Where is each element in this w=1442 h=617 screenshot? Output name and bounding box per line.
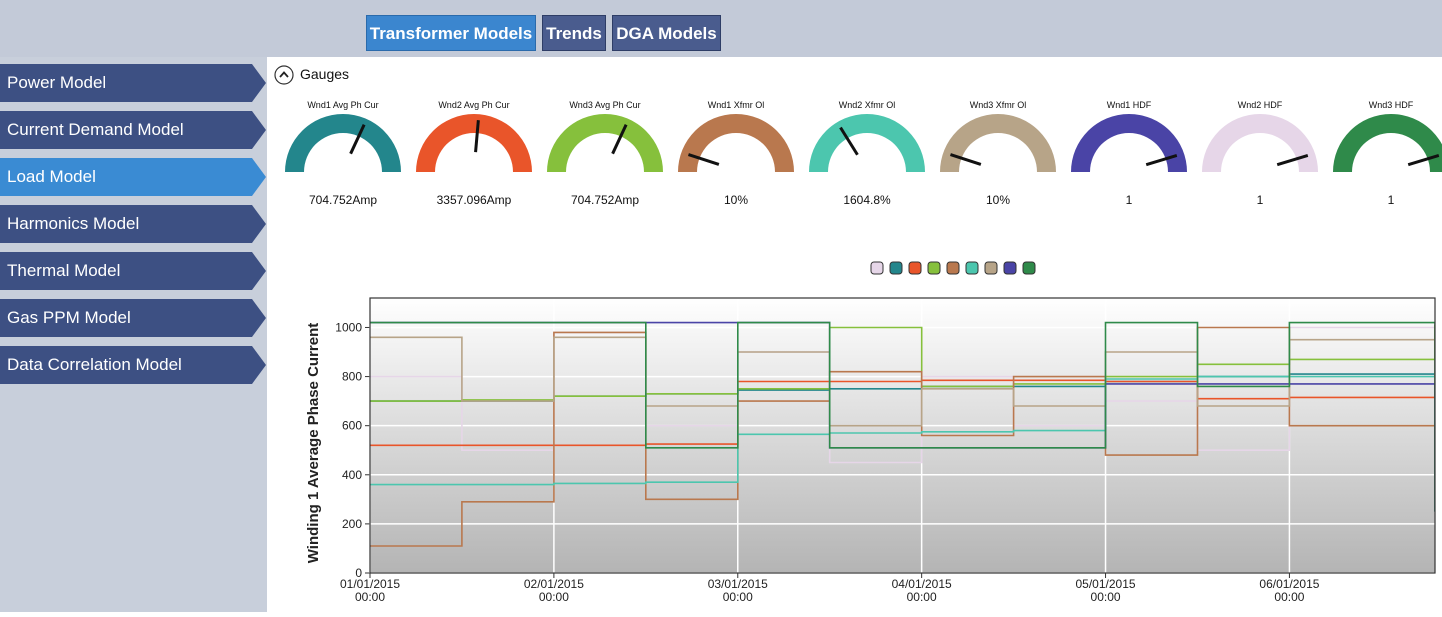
gauge-arc bbox=[1071, 114, 1187, 172]
button-chevron bbox=[279, 71, 289, 78]
legend-swatch bbox=[984, 261, 998, 275]
data-line bbox=[370, 336, 1435, 427]
main-panel: Gauges Winding 1 Average Phase Current W… bbox=[268, 57, 1442, 617]
gauge-arc bbox=[809, 114, 925, 172]
gauge-arc bbox=[678, 114, 794, 172]
gauge-label: Wnd2 HDF bbox=[1238, 100, 1283, 110]
plot-background bbox=[370, 298, 1435, 573]
nav-item[interactable]: Data Correlation Model bbox=[0, 346, 266, 384]
x-tick-label: 03/01/2015 00:00 bbox=[707, 577, 768, 604]
x-tick-label: 04/01/2015 00:00 bbox=[891, 577, 952, 604]
nav-item[interactable]: Power Model bbox=[0, 64, 266, 102]
top-bar: Transformer Models Trends DGA Models bbox=[0, 0, 1442, 57]
legend-swatch bbox=[1003, 261, 1017, 275]
gauge-needle bbox=[839, 126, 859, 156]
y-tick-label: 600 bbox=[342, 419, 362, 433]
nav-item[interactable]: Thermal Model bbox=[0, 252, 266, 290]
nav-item[interactable]: Gas PPM Model bbox=[0, 299, 266, 337]
gauge-reading: 1 bbox=[1388, 193, 1395, 207]
gauge-needle bbox=[687, 153, 720, 166]
gauge-arc bbox=[416, 114, 532, 172]
button-circle bbox=[274, 65, 294, 85]
legend-swatch bbox=[870, 261, 884, 275]
panel-canvas: Gauges Winding 1 Average Phase Current W… bbox=[274, 65, 1442, 580]
gauge-arc bbox=[1333, 114, 1442, 172]
sidebar: Power Model Current Demand Model Load Mo… bbox=[0, 57, 267, 612]
legend-swatch bbox=[965, 261, 979, 275]
tab[interactable]: DGA Models bbox=[612, 15, 721, 51]
gauge-needle bbox=[611, 124, 628, 155]
gauge-needle bbox=[1145, 153, 1178, 167]
nav-item[interactable]: Load Model bbox=[0, 158, 266, 196]
section-title: Gauges bbox=[300, 66, 349, 82]
gauge-arc bbox=[940, 114, 1056, 172]
gauge-label: Wnd3 HDF bbox=[1369, 100, 1414, 110]
plot-frame bbox=[369, 297, 1436, 574]
gauge-arc bbox=[547, 114, 663, 172]
nav-item[interactable]: Harmonics Model bbox=[0, 205, 266, 243]
gauge-reading: 704.752Amp bbox=[309, 193, 377, 207]
y-tick-label: 1000 bbox=[335, 320, 362, 334]
gauge-needle bbox=[1407, 153, 1440, 167]
gauge-reading: 3357.096Amp bbox=[437, 193, 512, 207]
gauge-reading: 1 bbox=[1257, 193, 1264, 207]
y-tick-label: 800 bbox=[342, 370, 362, 384]
legend-swatch bbox=[927, 261, 941, 275]
y-tick-label: 0 bbox=[355, 566, 362, 580]
gauge-label: Wnd2 Avg Ph Cur bbox=[438, 100, 509, 110]
gauge-arc bbox=[285, 114, 401, 172]
gauge-needle bbox=[474, 120, 480, 153]
gauge-needle bbox=[949, 153, 982, 166]
legend-swatch bbox=[908, 261, 922, 275]
gauge-reading: 10% bbox=[986, 193, 1010, 207]
series-group bbox=[370, 321, 1435, 547]
x-tick-label: 05/01/2015 00:00 bbox=[1075, 577, 1136, 604]
x-tick-label: 06/01/2015 00:00 bbox=[1259, 577, 1320, 604]
gauge-label: Wnd1 Avg Ph Cur bbox=[307, 100, 378, 110]
gauge-label: Wnd1 HDF bbox=[1107, 100, 1152, 110]
collapse-button[interactable] bbox=[274, 65, 294, 85]
gauge-reading: 1604.8% bbox=[843, 193, 891, 207]
gauge-label: Wnd1 Xfmr Ol bbox=[708, 100, 765, 110]
legend-swatch bbox=[889, 261, 903, 275]
tab[interactable]: Transformer Models bbox=[366, 15, 536, 51]
y-axis-label: Winding 1 Average Phase Current bbox=[305, 323, 322, 563]
gauge-needle bbox=[1276, 153, 1309, 167]
gauge-label: Wnd3 Avg Ph Cur bbox=[569, 100, 640, 110]
y-tick-label: 400 bbox=[342, 468, 362, 482]
gauge-needle bbox=[349, 124, 366, 155]
data-line bbox=[370, 321, 1435, 512]
gauge-reading: 10% bbox=[724, 193, 748, 207]
nav-item[interactable]: Current Demand Model bbox=[0, 111, 266, 149]
x-tick-label: 02/01/2015 00:00 bbox=[523, 577, 584, 604]
gauge-reading: 704.752Amp bbox=[571, 193, 639, 207]
legend-swatch bbox=[1022, 261, 1036, 275]
y-tick-label: 200 bbox=[342, 517, 362, 531]
gauge-reading: 1 bbox=[1126, 193, 1133, 207]
tab[interactable]: Trends bbox=[542, 15, 606, 51]
legend-swatch bbox=[946, 261, 960, 275]
gauge-label: Wnd3 Xfmr Ol bbox=[970, 100, 1027, 110]
gauge-label: Wnd2 Xfmr Ol bbox=[839, 100, 896, 110]
gauge-arc bbox=[1202, 114, 1318, 172]
x-tick-label: 01/01/2015 00:00 bbox=[339, 577, 401, 604]
